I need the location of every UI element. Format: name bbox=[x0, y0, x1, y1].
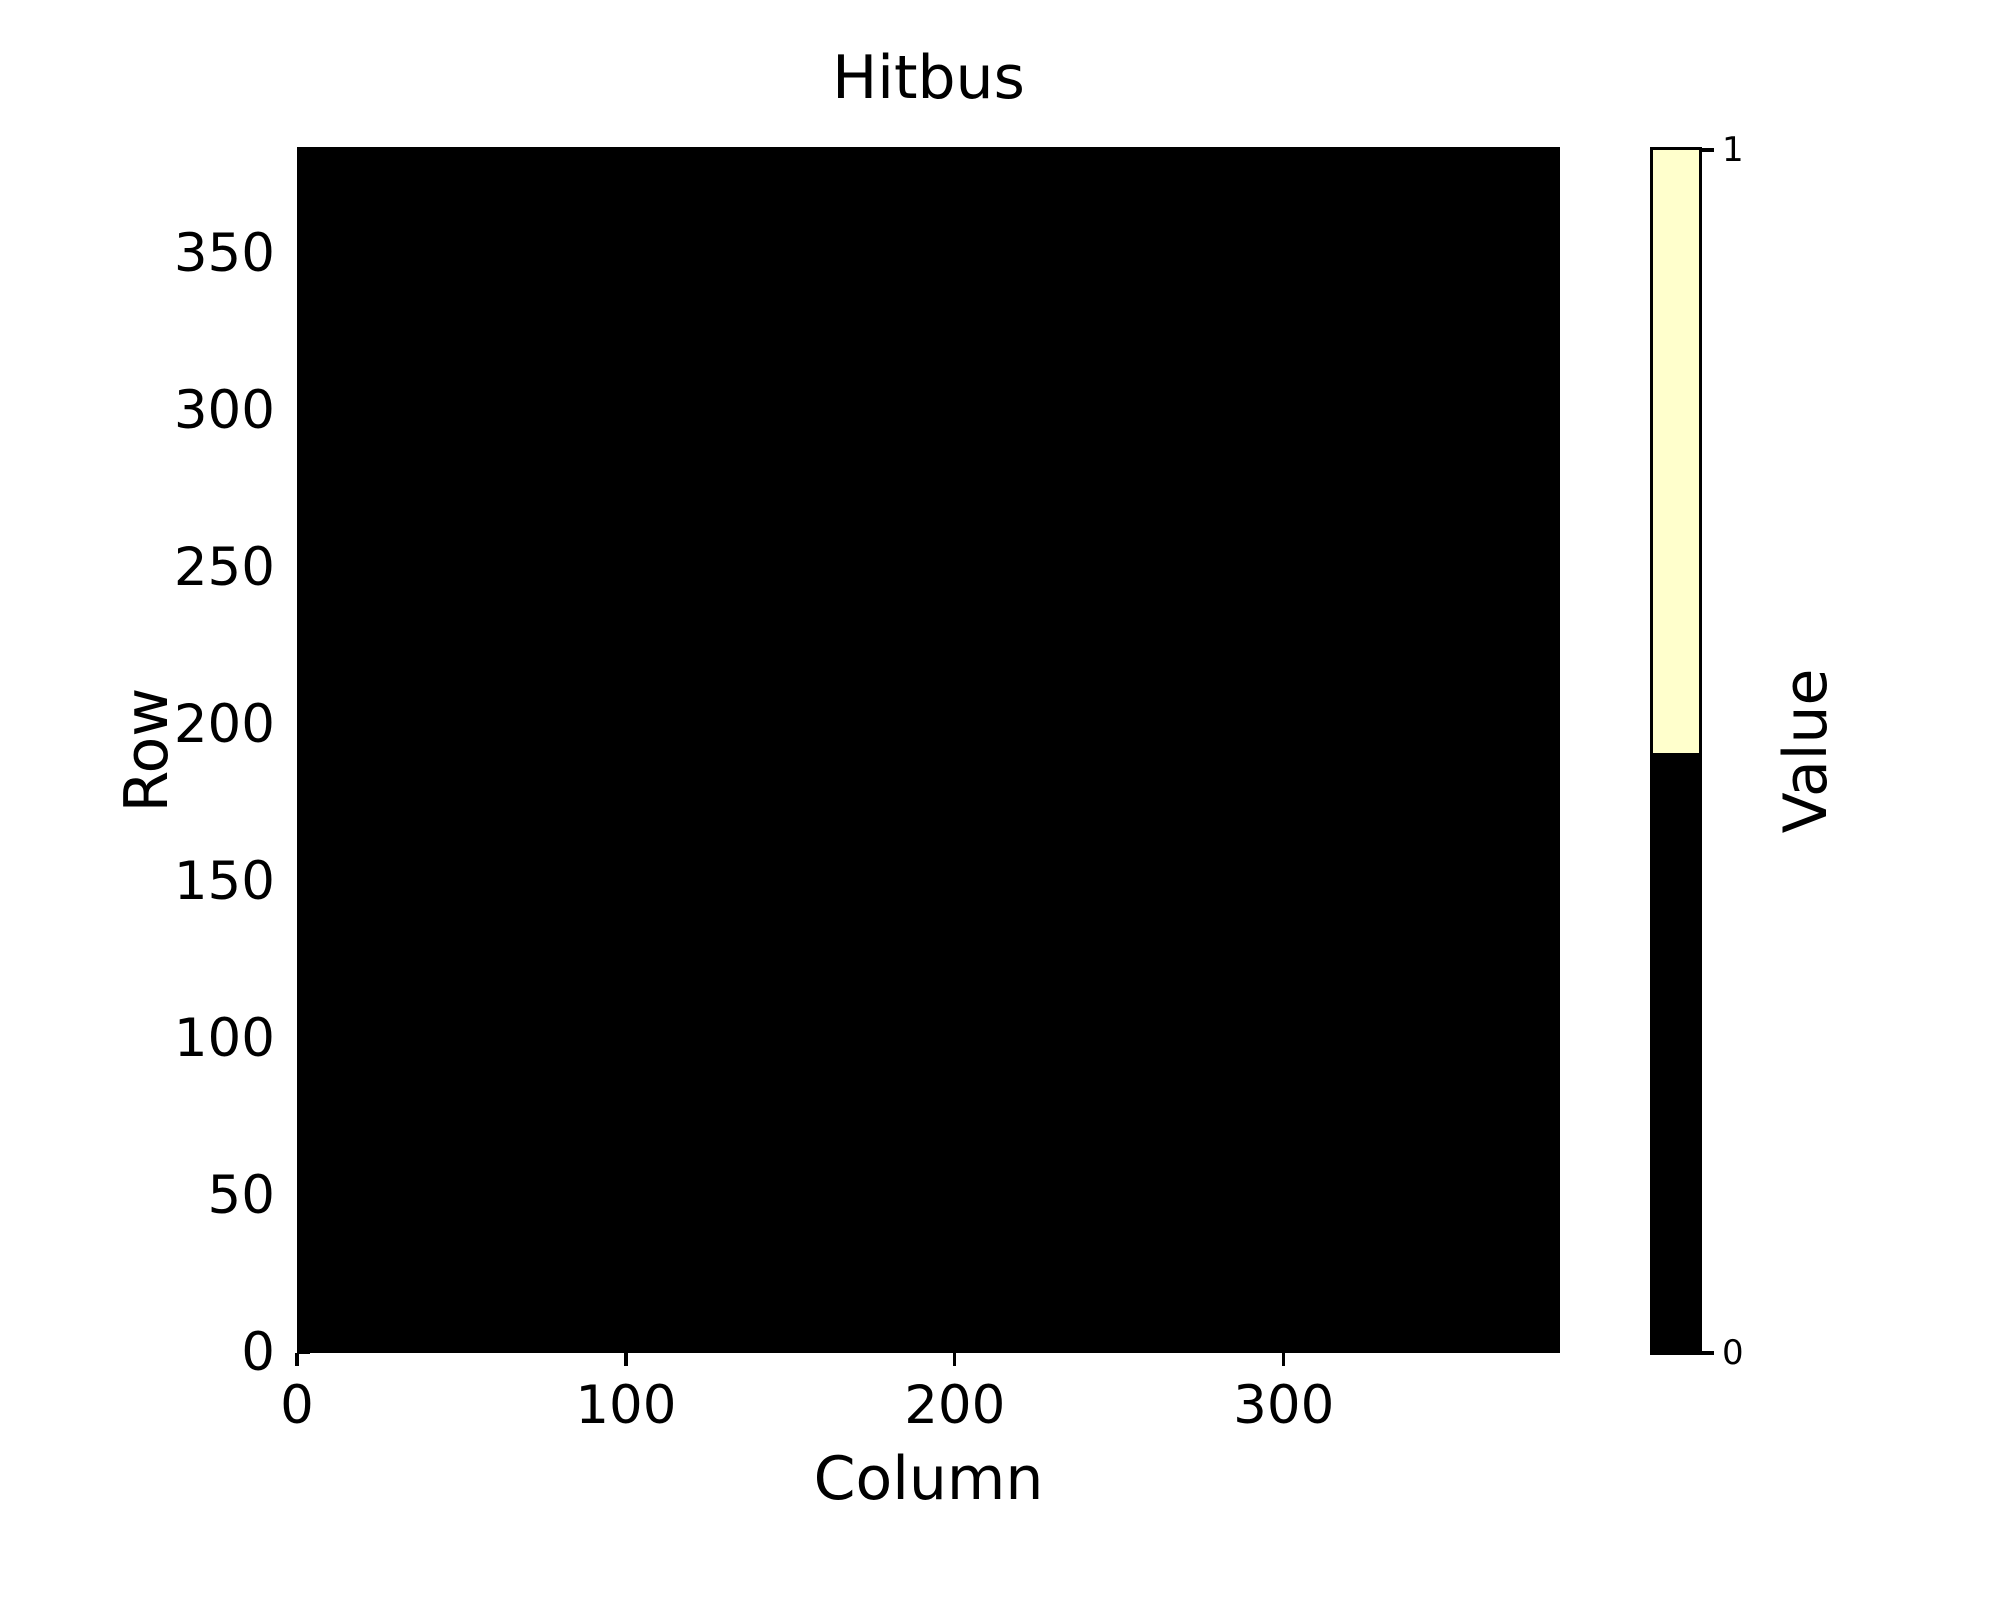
x-tick-label: 0 bbox=[280, 1375, 314, 1436]
x-tick-mark bbox=[953, 1353, 957, 1366]
y-tick-mark bbox=[297, 722, 310, 727]
x-axis-label: Column bbox=[813, 1444, 1044, 1514]
y-tick-label: 0 bbox=[241, 1322, 275, 1383]
y-tick-mark bbox=[297, 1351, 310, 1355]
heatmap-image bbox=[297, 147, 1560, 1353]
x-tick-label: 200 bbox=[904, 1375, 1006, 1436]
y-tick-label: 250 bbox=[173, 536, 275, 598]
colorbar bbox=[1650, 147, 1702, 1355]
x-tick-mark bbox=[1282, 1353, 1286, 1366]
x-tick-label: 300 bbox=[1233, 1375, 1335, 1436]
y-tick-label: 150 bbox=[173, 850, 275, 912]
y-tick-label: 100 bbox=[173, 1007, 275, 1069]
colorbar-tick-mark bbox=[1702, 1351, 1714, 1355]
x-tick-label: 100 bbox=[575, 1375, 677, 1436]
colorbar-tick-mark bbox=[1702, 148, 1714, 152]
x-tick-mark bbox=[624, 1353, 628, 1366]
y-tick-label: 350 bbox=[173, 222, 275, 284]
colorbar-high-segment bbox=[1653, 150, 1699, 754]
y-axis-label: Row bbox=[112, 687, 182, 813]
heatmap-axes: 0 50 100 150 200 250 300 350 bbox=[174, 147, 1560, 1436]
y-tick-label: 200 bbox=[173, 693, 275, 755]
y-tick-label: 50 bbox=[207, 1164, 275, 1226]
y-tick-mark bbox=[297, 408, 310, 412]
y-tick-mark bbox=[297, 1193, 310, 1198]
y-tick-mark bbox=[297, 565, 310, 570]
y-tick-mark bbox=[297, 1036, 310, 1041]
colorbar-tick-label: 1 bbox=[1722, 130, 1744, 170]
x-tick-mark bbox=[295, 1353, 299, 1366]
y-tick-label: 300 bbox=[173, 379, 275, 441]
page-title: Hitbus bbox=[832, 43, 1025, 113]
colorbar-tick-label: 0 bbox=[1722, 1333, 1744, 1373]
colorbar-label: Value bbox=[1771, 668, 1841, 834]
y-tick-mark bbox=[297, 251, 310, 255]
y-tick-mark bbox=[297, 879, 310, 884]
